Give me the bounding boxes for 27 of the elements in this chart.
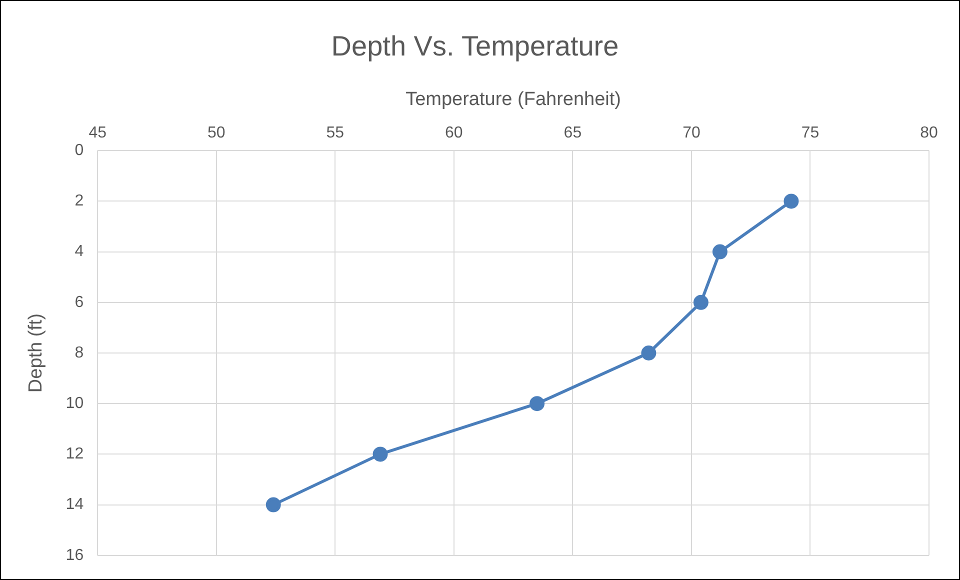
y-tick-label: 16: [66, 546, 84, 564]
point: [693, 294, 708, 310]
y-tick-label: 14: [66, 496, 84, 514]
y-tick-label: 0: [74, 142, 84, 160]
point: [712, 244, 728, 260]
x-tick-label: 65: [564, 124, 582, 142]
x-axis-title: Temperature (Fahrenheit): [406, 89, 622, 110]
point: [266, 497, 281, 512]
point: [530, 396, 545, 412]
x-tick-label: 80: [920, 124, 938, 142]
y-tick-label: 6: [74, 294, 84, 311]
x-tick-label: 70: [682, 124, 700, 142]
chart-title: Depth Vs. Temperature: [331, 30, 619, 62]
point: [641, 346, 656, 360]
x-tick-label: 50: [207, 124, 226, 142]
point: [784, 194, 799, 209]
y-axis-title: Depth (ft): [26, 313, 47, 393]
y-tick-label: 8: [74, 344, 84, 362]
y-tick-label: 12: [66, 446, 84, 463]
x-tick-label: 55: [326, 124, 344, 142]
y-tick-label: 10: [66, 395, 84, 412]
x-tick-label: 60: [445, 124, 463, 142]
y-tick-label: 4: [74, 243, 84, 260]
point: [372, 446, 388, 462]
x-tick-label: 45: [88, 124, 107, 142]
y-tick-label: 2: [74, 192, 84, 210]
x-tick-label: 75: [801, 124, 820, 142]
